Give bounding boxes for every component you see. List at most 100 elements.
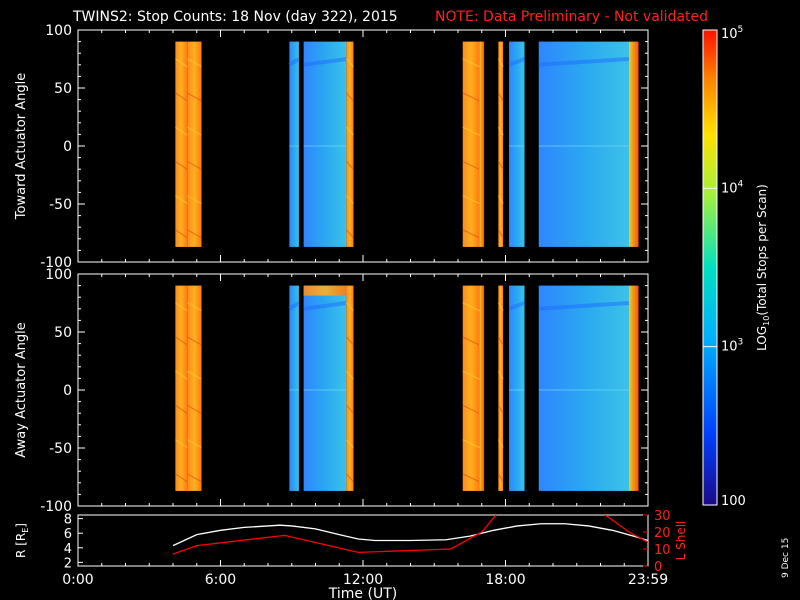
y-axis-label-right: L Shell: [674, 521, 688, 561]
texture-streak: [288, 301, 300, 311]
texture-streak: [497, 195, 504, 204]
texture-streak: [508, 57, 526, 67]
texture-streak: [175, 302, 188, 312]
data-block: [629, 41, 639, 247]
data-block: [629, 285, 639, 491]
texture-streak: [462, 160, 480, 170]
texture-streak: [175, 229, 188, 239]
y-tick-label: 8: [64, 513, 72, 528]
y-right-tick-label: 0: [654, 560, 662, 575]
texture-streak: [175, 473, 188, 483]
y-tick-label: 100: [45, 23, 72, 39]
orbit-lines: [172, 515, 648, 555]
y-right-tick-label: 20: [654, 526, 671, 541]
texture-streak: [508, 301, 526, 311]
texture-streak: [497, 126, 504, 136]
texture-streak: [497, 161, 504, 170]
texture-streak: [186, 195, 202, 205]
texture-streak: [462, 92, 480, 102]
texture-streak: [288, 57, 300, 67]
y-tick-label: 0: [63, 139, 72, 155]
data-block: [538, 285, 629, 491]
data-block: [175, 41, 188, 247]
y-tick-label: 0: [63, 383, 72, 399]
data-block: [346, 285, 354, 491]
texture-streak: [462, 370, 480, 380]
texture-streak: [303, 57, 347, 67]
top-warm-band: [303, 285, 347, 296]
texture-streak: [538, 301, 630, 311]
colorbar-gradient: [702, 29, 718, 506]
y-tick-label: 50: [54, 325, 72, 341]
texture-streak: [462, 336, 480, 346]
texture-streak: [186, 404, 202, 414]
y-axis-label-left: R [RE]: [14, 523, 30, 558]
colorbar-tick-label: 100: [721, 494, 746, 509]
texture-streak: [186, 370, 202, 380]
texture-streak: [175, 195, 188, 205]
texture-streak: [345, 439, 354, 448]
x-tick-label: 23:59: [628, 572, 668, 588]
data-block: [498, 285, 504, 491]
texture-streak: [462, 58, 480, 68]
texture-streak: [497, 439, 504, 448]
y-tick-label: -100: [40, 255, 72, 271]
texture-streak: [497, 473, 504, 483]
chart-title: TWINS2: Stop Counts: 18 Nov (day 322), 2…: [72, 9, 398, 25]
texture-streak: [175, 126, 188, 136]
data-block: [509, 285, 525, 491]
data-block: [289, 285, 299, 491]
y-tick-label: -50: [49, 441, 72, 457]
y-tick-label: 2: [64, 556, 72, 571]
texture-streak: [175, 58, 188, 68]
data-block: [303, 41, 347, 247]
texture-streak: [186, 160, 202, 170]
texture-streak: [175, 370, 188, 380]
texture-streak: [186, 439, 202, 449]
plot-frame: [77, 514, 649, 567]
colorbar-tick-label: 103: [721, 338, 743, 355]
texture-streak: [175, 160, 188, 170]
texture-streak: [497, 405, 504, 414]
texture-streak: [345, 229, 354, 239]
texture-streak: [462, 439, 480, 449]
y-tick-label: 6: [64, 527, 72, 542]
texture-streak: [497, 336, 504, 346]
data-block: [462, 285, 480, 491]
texture-streak: [345, 370, 354, 380]
y-right-tick-label: 10: [654, 543, 671, 558]
x-tick-label: 6:00: [205, 572, 236, 588]
data-note: NOTE: Data Preliminary - Not validated: [435, 9, 708, 25]
texture-streak: [186, 92, 202, 102]
y-tick-label: 100: [45, 267, 72, 283]
texture-streak: [186, 302, 202, 312]
y-axis-label: Away Actuator Angle: [14, 322, 29, 457]
data-block: [509, 41, 525, 247]
texture-streak: [345, 58, 354, 68]
texture-streak: [497, 229, 504, 239]
x-tick-label: 0:00: [62, 572, 93, 588]
texture-streak: [462, 126, 480, 136]
colorbar-tick-label: 104: [721, 179, 744, 196]
data-block: [175, 285, 188, 491]
colorbar-label: LOG10(Total Stops per Scan): [755, 184, 771, 351]
texture-streak: [345, 473, 354, 483]
data-block: [498, 41, 504, 247]
texture-streak: [345, 126, 354, 136]
texture-streak: [345, 302, 354, 312]
texture-streak: [462, 404, 480, 414]
away-panel: 100 50 0 -50 -100 Away Actuator Angle: [14, 267, 649, 515]
texture-streak: [538, 57, 630, 67]
data-block: [187, 41, 202, 247]
data-block: [462, 41, 480, 247]
texture-streak: [462, 473, 480, 483]
texture-streak: [462, 302, 480, 312]
texture-streak: [497, 370, 504, 380]
x-tick-label: 18:00: [485, 572, 525, 588]
data-block: [479, 41, 485, 247]
lshell-line: [604, 515, 648, 543]
data-block: [303, 285, 347, 491]
texture-streak: [186, 336, 202, 346]
